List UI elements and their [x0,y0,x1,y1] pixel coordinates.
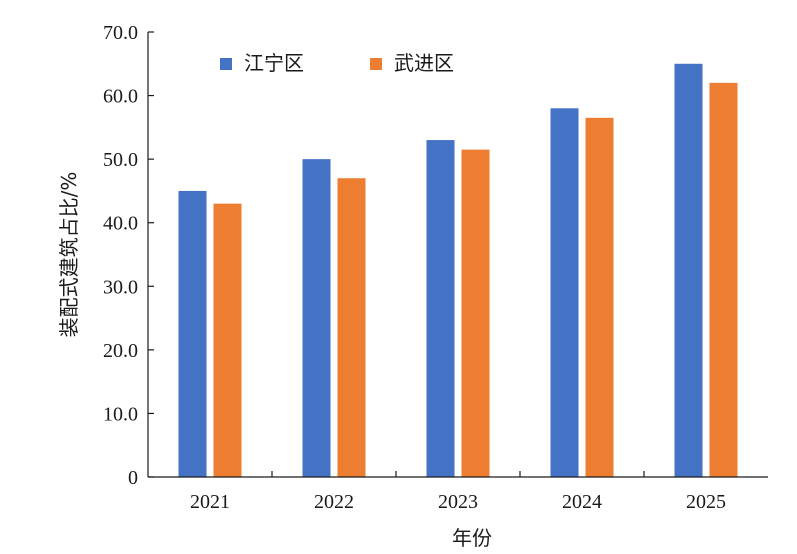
x-tick-label: 2025 [686,491,726,513]
x-tick-label: 2022 [314,491,354,513]
bar-jiangning-2023 [426,140,455,478]
bar-jiangning-2022 [302,159,331,477]
y-tick-label: 60.0 [103,86,138,108]
y-tick-label: 0 [128,467,138,489]
x-ticks-group: 2021 2022 2023 2024 2025 [190,471,726,513]
bar-wujin-2025 [709,82,738,477]
y-tick-label: 70.0 [103,22,138,44]
y-tick-label: 40.0 [103,213,138,235]
legend: 江宁区 武进区 [220,51,454,75]
bar-wujin-2022 [337,178,366,477]
bar-wujin-2023 [461,149,490,477]
legend-swatch-wujin [370,58,382,70]
bar-jiangning-2025 [674,63,703,478]
y-tick-label: 10.0 [103,403,138,425]
legend-swatch-jiangning [220,58,232,70]
x-tick-label: 2023 [438,491,478,513]
bar-wujin-2024 [585,117,614,478]
y-tick-label: 20.0 [103,340,138,362]
bar-wujin-2021 [213,203,242,477]
x-axis-title: 年份 [452,526,492,550]
x-tick-label: 2021 [190,491,230,513]
x-tick-label: 2024 [562,491,602,513]
y-axis-title: 装配式建筑占比/% [57,172,81,338]
bar-jiangning-2021 [178,190,207,477]
bars-group [178,63,738,478]
y-tick-label: 30.0 [103,276,138,298]
legend-label-jiangning: 江宁区 [244,51,304,75]
y-tick-label: 50.0 [103,149,138,171]
y-ticks-group: 0 10.0 20.0 30.0 40.0 50.0 60.0 70.0 [103,22,154,489]
bar-jiangning-2024 [550,108,579,478]
legend-label-wujin: 武进区 [394,51,454,75]
